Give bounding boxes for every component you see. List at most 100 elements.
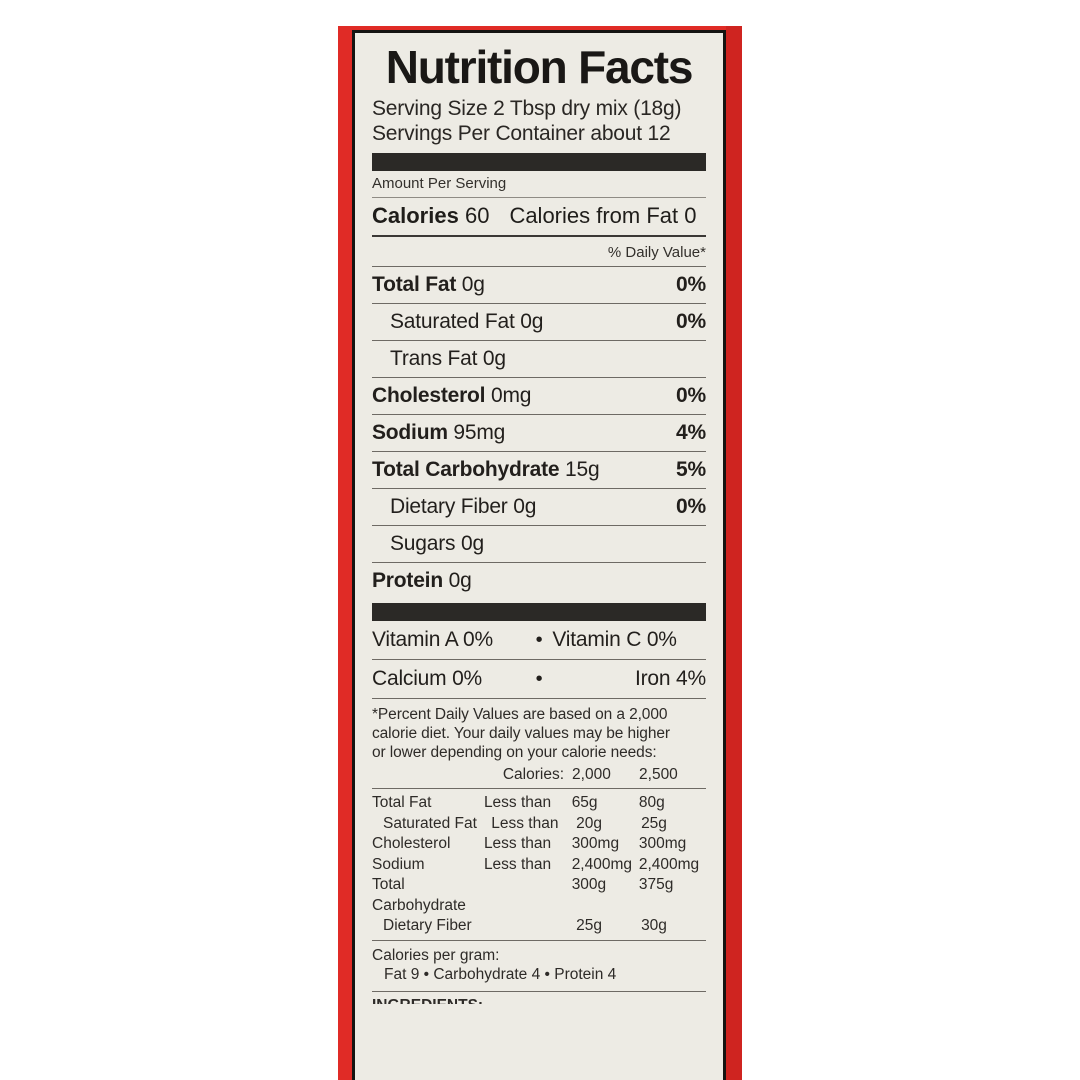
nutrient-row: Sugars 0g	[372, 526, 706, 562]
reference-qualifier: Less than	[483, 855, 552, 873]
divider-thin-nutrient	[372, 377, 706, 378]
calories-per-gram-block: Calories per gram: Fat 9 • Carbohydrate …	[372, 941, 706, 991]
serving-size: Serving Size 2 Tbsp dry mix (18g)	[372, 97, 682, 120]
divider-thin-nutrient	[372, 340, 706, 341]
reference-nutrient-name: Dietary Fiber	[383, 917, 472, 934]
divider-thin-nutrient	[372, 303, 706, 304]
reference-qualifier	[491, 916, 576, 937]
amount-per-serving-label: Amount Per Serving	[372, 175, 507, 192]
reference-row: Total Carbohydrate 300g 375g	[372, 875, 706, 916]
nutrient-row: Dietary Fiber 0g 0%	[372, 489, 706, 525]
nutrient-name: Total Carbohydrate 15g	[372, 458, 600, 481]
reference-value-2000: 20g	[576, 814, 602, 832]
reference-row: Total Fat Less than 65g 80g	[372, 793, 706, 814]
reference-row: Cholesterol Less than 300mg 300mg	[372, 834, 706, 855]
nutrient-list: Total Fat 0g 0% Saturated Fat 0g 0% Trans Fa…	[372, 267, 706, 599]
vitamin-row: Vitamin A 0% • Vitamin C 0%	[372, 621, 706, 659]
reference-value-2000: 2,400mg	[571, 855, 633, 873]
reference-value-2500: 300mg	[638, 835, 687, 852]
divider-thick-top	[372, 153, 706, 171]
nutrient-name: Protein 0g	[372, 569, 472, 592]
nutrient-row: Sodium 95mg 4%	[372, 415, 706, 451]
nutrient-name: Total Fat 0g	[372, 273, 485, 296]
calories-per-gram-heading: Calories per gram:	[372, 946, 500, 964]
divider-medium-1	[372, 235, 706, 237]
reference-qualifier	[484, 875, 572, 916]
daily-value-header: % Daily Value*	[607, 244, 706, 261]
vitamin-left: Vitamin A 0%	[372, 628, 493, 651]
vitamin-row: Calcium 0% • Iron 4%	[372, 660, 706, 698]
nutrient-name: Sugars 0g	[390, 532, 484, 555]
reference-nutrient-name: Cholesterol	[372, 835, 451, 852]
reference-calories-label: Calories:	[502, 766, 565, 783]
nutrient-daily-value: 0%	[676, 495, 706, 518]
nutrient-daily-value: 0%	[676, 384, 706, 407]
divider-thin-reftable-top	[372, 788, 706, 789]
nutrient-row: Total Carbohydrate 15g 5%	[372, 452, 706, 488]
reference-value-2000: 65g	[571, 794, 598, 811]
vitamin-list: Vitamin A 0% • Vitamin C 0% Calcium 0% • Iron…	[372, 621, 706, 698]
nutrient-row: Protein 0g	[372, 563, 706, 599]
reference-value-2500: 25g	[641, 814, 667, 832]
divider-thin-nutrient	[372, 414, 706, 415]
divider-thin-footnote	[372, 698, 706, 699]
reference-nutrient-name: Saturated Fat	[383, 814, 477, 832]
reference-qualifier: Less than	[491, 814, 559, 832]
nutrient-name: Trans Fat 0g	[390, 347, 506, 370]
divider-hairline-1	[372, 197, 706, 198]
reference-value-2500: 375g	[638, 876, 674, 893]
reference-row: Dietary Fiber 25g 30g	[372, 916, 706, 937]
reference-value-2500: 30g	[641, 917, 667, 934]
reference-value-2000: 300mg	[571, 835, 620, 852]
divider-thin-nutrient	[372, 525, 706, 526]
calories-from-fat: Calories from Fat 0	[509, 203, 697, 228]
nutrient-row: Saturated Fat 0g 0%	[372, 304, 706, 340]
reference-value-2500: 80g	[638, 794, 665, 811]
daily-value-footnote: *Percent Daily Values are based on a 2,0…	[372, 699, 706, 764]
nutrient-row: Total Fat 0g 0%	[372, 267, 706, 303]
nutrient-name: Sodium 95mg	[372, 421, 506, 444]
reference-nutrient-name: Total Carbohydrate	[372, 876, 466, 914]
nutrient-name: Dietary Fiber 0g	[390, 495, 537, 518]
nutrient-row: Trans Fat 0g	[372, 341, 706, 377]
divider-thin-nutrient	[372, 451, 706, 452]
reference-value-2500: 2,400mg	[638, 855, 700, 873]
nutrient-name: Saturated Fat 0g	[390, 310, 544, 333]
divider-thin-ingredients	[372, 990, 706, 992]
vitamin-right: Iron 4%	[634, 667, 706, 690]
nutrient-daily-value: 5%	[676, 458, 706, 481]
divider-thin-nutrient	[372, 488, 706, 489]
footnote-line-1: *Percent Daily Values are based on a 2,0…	[372, 706, 668, 723]
divider-thin-reftable-bottom	[372, 939, 706, 941]
calories-row: Calories 60 Calories from Fat 0	[372, 198, 706, 235]
calories-label: Calories	[372, 203, 459, 228]
servings-per-container: Servings Per Container about 12	[372, 122, 671, 145]
divider-thin-vitamin	[372, 659, 706, 660]
divider-thin-1	[372, 266, 706, 267]
divider-thick-vitamins	[372, 603, 706, 621]
reference-nutrient-name: Sodium	[372, 855, 425, 873]
calories-per-gram-values: Fat 9 • Carbohydrate 4 • Protein 4	[384, 966, 617, 983]
nutrient-daily-value: 4%	[676, 421, 706, 444]
nutrient-name: Cholesterol 0mg	[372, 384, 532, 407]
divider-thin-nutrient	[372, 562, 706, 563]
package-red-inner-edge	[726, 26, 742, 1080]
nutrient-daily-value: 0%	[676, 273, 706, 296]
reference-value-2000: 300g	[571, 876, 607, 893]
footnote-line-2: calorie diet. Your daily values may be h…	[372, 725, 670, 742]
reference-nutrient-name: Total Fat	[372, 794, 432, 811]
reference-col-2000: 2,000	[572, 766, 611, 783]
page-title: Nutrition Facts	[385, 41, 694, 93]
reference-values-table: Total Fat Less than 65g 80g Saturated Fat Les…	[372, 789, 706, 940]
reference-qualifier: Less than	[483, 794, 552, 811]
footnote-line-3: or lower depending on your calorie needs…	[372, 744, 657, 761]
calories-value: 60	[464, 203, 490, 228]
reference-qualifier: Less than	[483, 835, 552, 852]
nutrition-facts-panel: Nutrition Facts Serving Size 2 Tbsp dry …	[355, 33, 723, 1080]
ingredients-partial: INGREDIENTS:	[372, 992, 706, 1004]
reference-col-2500: 2,500	[639, 766, 678, 783]
bullet-icon: •	[535, 629, 543, 651]
bullet-icon: •	[535, 668, 543, 690]
vitamin-left: Calcium 0%	[372, 667, 483, 690]
